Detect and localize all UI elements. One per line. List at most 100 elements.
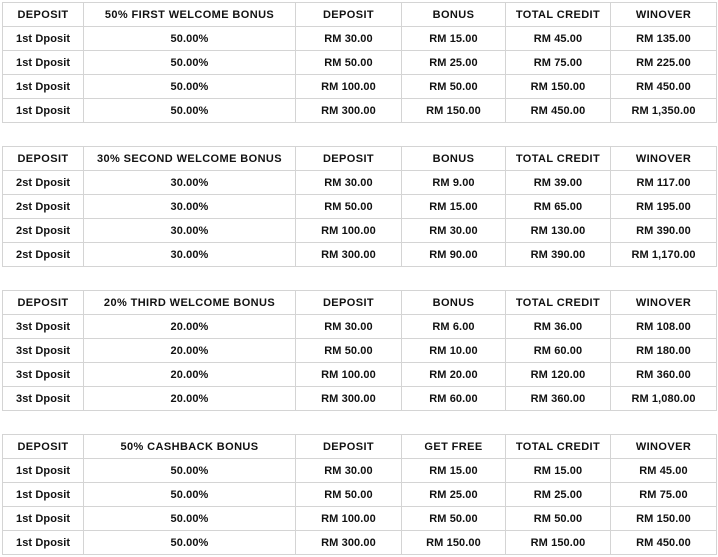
header-cell: TOTAL CREDIT	[505, 2, 611, 27]
table-cell: RM 65.00	[505, 194, 611, 219]
table-row: 3st Dposit 20.00% RM 50.00 RM 10.00 RM 6…	[2, 338, 717, 363]
table-cell: 1st Dposit	[2, 482, 84, 507]
table-cell: 30.00%	[83, 194, 296, 219]
table-cell: RM 25.00	[401, 482, 506, 507]
table-cell: RM 15.00	[505, 458, 611, 483]
table-cell: 50.00%	[83, 26, 296, 51]
table-cell: 3st Dposit	[2, 386, 84, 411]
table-cell: 30.00%	[83, 218, 296, 243]
table-row: 2st Dposit 30.00% RM 30.00 RM 9.00 RM 39…	[2, 170, 717, 195]
table-cell: RM 90.00	[401, 242, 506, 267]
table-cell: RM 30.00	[295, 458, 402, 483]
table-cell: 1st Dposit	[2, 530, 84, 555]
table-cell: RM 6.00	[401, 314, 506, 339]
table-cell: RM 1,350.00	[610, 98, 717, 123]
header-cell: 50% CASHBACK BONUS	[83, 434, 296, 459]
table-cell: RM 225.00	[610, 50, 717, 75]
header-cell: DEPOSIT	[295, 146, 402, 171]
table-cell: 3st Dposit	[2, 338, 84, 363]
table-cell: 20.00%	[83, 338, 296, 363]
table-cell: RM 15.00	[401, 26, 506, 51]
table-cell: RM 50.00	[295, 482, 402, 507]
table-cell: RM 45.00	[610, 458, 717, 483]
header-cell: WINOVER	[610, 434, 717, 459]
table-cell: RM 150.00	[610, 506, 717, 531]
table-cell: RM 30.00	[295, 26, 402, 51]
table-cell: 50.00%	[83, 50, 296, 75]
header-cell: WINOVER	[610, 2, 717, 27]
table-cell: RM 50.00	[505, 506, 611, 531]
table-cell: 50.00%	[83, 506, 296, 531]
table-cell: RM 30.00	[295, 170, 402, 195]
header-cell: DEPOSIT	[295, 434, 402, 459]
table-cell: 3st Dposit	[2, 314, 84, 339]
table-cell: RM 30.00	[295, 314, 402, 339]
table-cell: RM 450.00	[610, 74, 717, 99]
table-cell: RM 60.00	[401, 386, 506, 411]
table-cell: RM 108.00	[610, 314, 717, 339]
table-cell: RM 20.00	[401, 362, 506, 387]
table-row: 1st Dposit 50.00% RM 30.00 RM 15.00 RM 1…	[2, 458, 717, 483]
table-cell: RM 25.00	[401, 50, 506, 75]
table-cell: 2st Dposit	[2, 170, 84, 195]
table-cell: RM 100.00	[295, 74, 402, 99]
table-cell: RM 50.00	[295, 194, 402, 219]
table-row: 1st Dposit 50.00% RM 30.00 RM 15.00 RM 4…	[2, 26, 717, 51]
table-cell: RM 300.00	[295, 386, 402, 411]
table-cell: RM 45.00	[505, 26, 611, 51]
table-cell: 1st Dposit	[2, 98, 84, 123]
table-cell: 50.00%	[83, 458, 296, 483]
table-cell: RM 180.00	[610, 338, 717, 363]
table-cell: RM 130.00	[505, 218, 611, 243]
header-cell: DEPOSIT	[2, 2, 84, 27]
table-cell: RM 75.00	[610, 482, 717, 507]
table-cell: RM 195.00	[610, 194, 717, 219]
table-cell: RM 60.00	[505, 338, 611, 363]
table-cell: RM 360.00	[610, 362, 717, 387]
header-cell: BONUS	[401, 146, 506, 171]
table-cell: RM 30.00	[401, 218, 506, 243]
table-cell: RM 135.00	[610, 26, 717, 51]
table-cell: RM 1,170.00	[610, 242, 717, 267]
header-cell: DEPOSIT	[2, 290, 84, 315]
header-cell: WINOVER	[610, 290, 717, 315]
header-cell: 30% SECOND WELCOME BONUS	[83, 146, 296, 171]
table-cell: 2st Dposit	[2, 218, 84, 243]
table-cell: RM 117.00	[610, 170, 717, 195]
table-cell: RM 50.00	[401, 506, 506, 531]
table-cell: 30.00%	[83, 242, 296, 267]
header-cell: DEPOSIT	[295, 2, 402, 27]
table-cell: RM 150.00	[401, 98, 506, 123]
table-cell: RM 100.00	[295, 218, 402, 243]
table-cell: 1st Dposit	[2, 26, 84, 51]
first-welcome-bonus-table: DEPOSIT 50% FIRST WELCOME BONUS DEPOSIT …	[2, 2, 717, 123]
table-cell: 50.00%	[83, 98, 296, 123]
table-cell: RM 25.00	[505, 482, 611, 507]
table-cell: RM 1,080.00	[610, 386, 717, 411]
table-cell: 2st Dposit	[2, 242, 84, 267]
table-cell: 1st Dposit	[2, 458, 84, 483]
third-welcome-bonus-table: DEPOSIT 20% THIRD WELCOME BONUS DEPOSIT …	[2, 290, 717, 411]
table-row: 1st Dposit 50.00% RM 50.00 RM 25.00 RM 2…	[2, 482, 717, 507]
table-row: 1st Dposit 50.00% RM 300.00 RM 150.00 RM…	[2, 98, 717, 123]
header-cell: 20% THIRD WELCOME BONUS	[83, 290, 296, 315]
table-cell: RM 15.00	[401, 194, 506, 219]
table-cell: 20.00%	[83, 362, 296, 387]
table-cell: RM 150.00	[401, 530, 506, 555]
table-cell: RM 36.00	[505, 314, 611, 339]
table-row: 3st Dposit 20.00% RM 100.00 RM 20.00 RM …	[2, 362, 717, 387]
table-header-row: DEPOSIT 30% SECOND WELCOME BONUS DEPOSIT…	[2, 146, 717, 171]
table-cell: 50.00%	[83, 482, 296, 507]
table-cell: RM 450.00	[610, 530, 717, 555]
table-cell: RM 50.00	[295, 338, 402, 363]
second-welcome-bonus-table: DEPOSIT 30% SECOND WELCOME BONUS DEPOSIT…	[2, 146, 717, 267]
header-cell: 50% FIRST WELCOME BONUS	[83, 2, 296, 27]
table-cell: RM 15.00	[401, 458, 506, 483]
table-cell: 3st Dposit	[2, 362, 84, 387]
table-row: 1st Dposit 50.00% RM 300.00 RM 150.00 RM…	[2, 530, 717, 555]
header-cell: WINOVER	[610, 146, 717, 171]
table-cell: RM 39.00	[505, 170, 611, 195]
header-cell: GET FREE	[401, 434, 506, 459]
table-cell: 1st Dposit	[2, 506, 84, 531]
